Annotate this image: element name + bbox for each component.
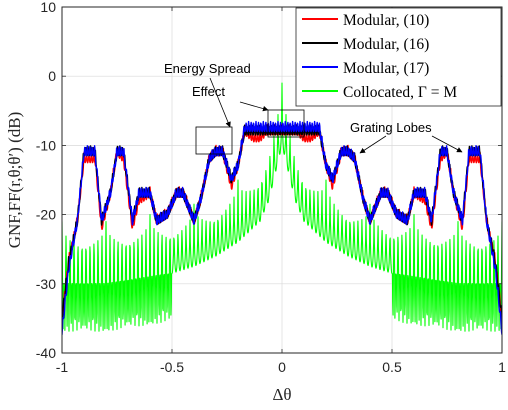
annotation-energy-spread: Energy Spread bbox=[164, 61, 251, 76]
x-tick-label: 1 bbox=[498, 359, 506, 375]
y-tick-label: -20 bbox=[36, 207, 56, 223]
legend-label-modular-17: Modular, (17) bbox=[343, 60, 429, 77]
legend-label-modular-10: Modular, (10) bbox=[343, 12, 429, 29]
y-tick-label: -10 bbox=[36, 137, 56, 153]
x-tick-label: -1 bbox=[56, 359, 69, 375]
series-line-2 bbox=[62, 120, 502, 335]
legend: Modular, (10) Modular, (16) Modular, (17… bbox=[295, 7, 502, 107]
series-group bbox=[62, 82, 502, 335]
arrow-grating-left bbox=[359, 135, 387, 154]
y-tick-label: -40 bbox=[36, 345, 56, 361]
legend-label-collocated: Collocated, Γ = M bbox=[343, 84, 457, 101]
y-tick-label: 0 bbox=[48, 68, 56, 84]
arrow-energy-left bbox=[209, 77, 231, 128]
annotation-grating-lobes: Grating Lobes bbox=[350, 120, 432, 135]
y-tick-label: -30 bbox=[36, 276, 56, 292]
arrow-energy-center bbox=[239, 101, 269, 112]
y-axis-title: GNF,FF(r,θ;θ′) (dB) bbox=[5, 112, 24, 249]
annotation-box-center bbox=[267, 109, 305, 138]
legend-box bbox=[295, 7, 502, 107]
x-tick-label: 0 bbox=[278, 359, 286, 375]
ticks: -1 -0.5 0 0.5 1 -40 -30 -20 -10 0 10 bbox=[36, 0, 506, 375]
series-line-3 bbox=[62, 82, 502, 332]
x-tick-label: 0.5 bbox=[382, 359, 402, 375]
x-axis-title: Δθ bbox=[272, 385, 291, 404]
x-tick-label: -0.5 bbox=[160, 359, 184, 375]
annotation-effect: Effect bbox=[192, 84, 225, 99]
legend-label-modular-16: Modular, (16) bbox=[343, 36, 429, 53]
annotations: Energy Spread Effect Grating Lobes bbox=[164, 61, 463, 155]
arrow-grating-right bbox=[431, 135, 463, 153]
y-tick-label: 10 bbox=[40, 0, 56, 15]
annotation-box-left bbox=[195, 126, 233, 155]
